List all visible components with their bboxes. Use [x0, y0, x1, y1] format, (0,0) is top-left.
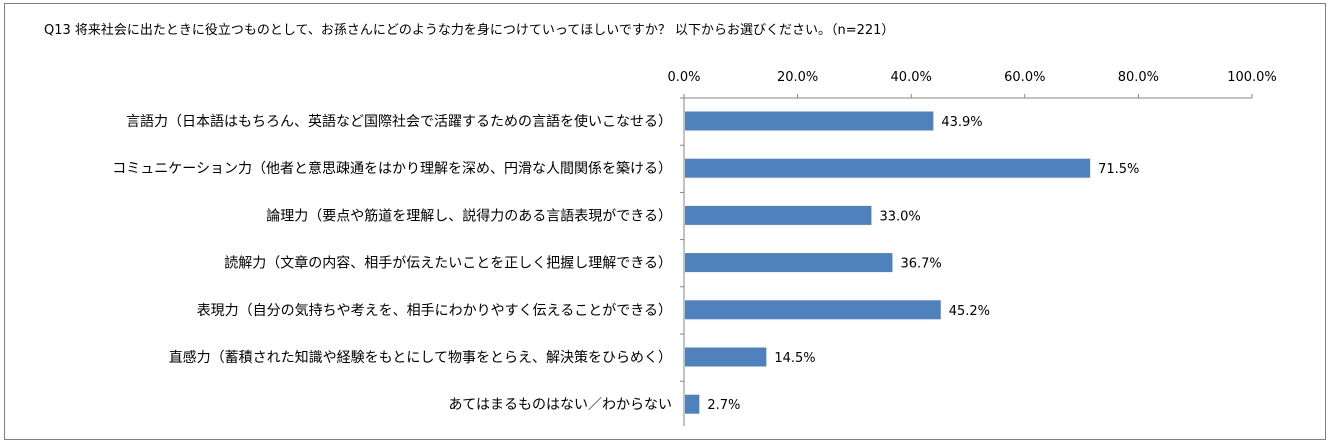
chart-title: Q13 将来社会に出たときに役立つものとして、お孫さんにどのような力を身につけて…: [44, 22, 894, 38]
x-axis: 0.0% 20.0% 40.0% 60.0% 80.0% 100.0%: [667, 70, 1277, 426]
bars: [685, 111, 1091, 414]
bar: [685, 253, 893, 273]
value-label: 45.2%: [949, 304, 990, 319]
value-label: 33.0%: [879, 209, 920, 224]
category-label: あてはまるものはない／わからない: [449, 397, 672, 413]
category-label: コミュニケーション力（他者と意思疎通をはかり理解を深め、円滑な人間関係を築ける）: [112, 160, 672, 177]
category-label: 論理力（要点や筋道を理解し、説得力のある言語表現ができる）: [266, 207, 672, 224]
x-tick-label: 0.0%: [667, 70, 700, 85]
x-tick-label: 60.0%: [1004, 70, 1045, 85]
value-label: 14.5%: [774, 351, 815, 366]
x-tick-label: 20.0%: [777, 70, 818, 85]
bar: [685, 394, 700, 414]
category-label: 言語力（日本語はもちろん、英語など国際社会で活躍するための言語を使いこなせる）: [126, 113, 672, 130]
value-label: 36.7%: [900, 257, 941, 272]
x-tick-label: 80.0%: [1118, 70, 1159, 85]
chart-frame: [4, 3, 1326, 440]
value-label: 71.5%: [1098, 162, 1139, 177]
bar: [685, 205, 872, 225]
category-label: 表現力（自分の気持ちや考えを、相手にわかりやすく伝えることができる）: [197, 303, 672, 319]
bar: [685, 111, 934, 131]
category-label: 読解力（文章の内容、相手が伝えたいことを正しく把握し理解できる）: [224, 255, 672, 272]
category-label: 直感力（蓄積された知識や経験をもとにして物事をとらえ、解決策をひらめく）: [169, 349, 672, 366]
labels: 言語力（日本語はもちろん、英語など国際社会で活躍するための言語を使いこなせる） 4…: [112, 113, 1139, 413]
bar: [685, 300, 941, 320]
bar: [685, 158, 1091, 178]
bar: [685, 347, 767, 367]
x-tick-label: 40.0%: [891, 70, 932, 85]
value-label: 2.7%: [707, 398, 740, 413]
x-tick-label: 100.0%: [1227, 70, 1277, 85]
value-label: 43.9%: [941, 115, 982, 130]
